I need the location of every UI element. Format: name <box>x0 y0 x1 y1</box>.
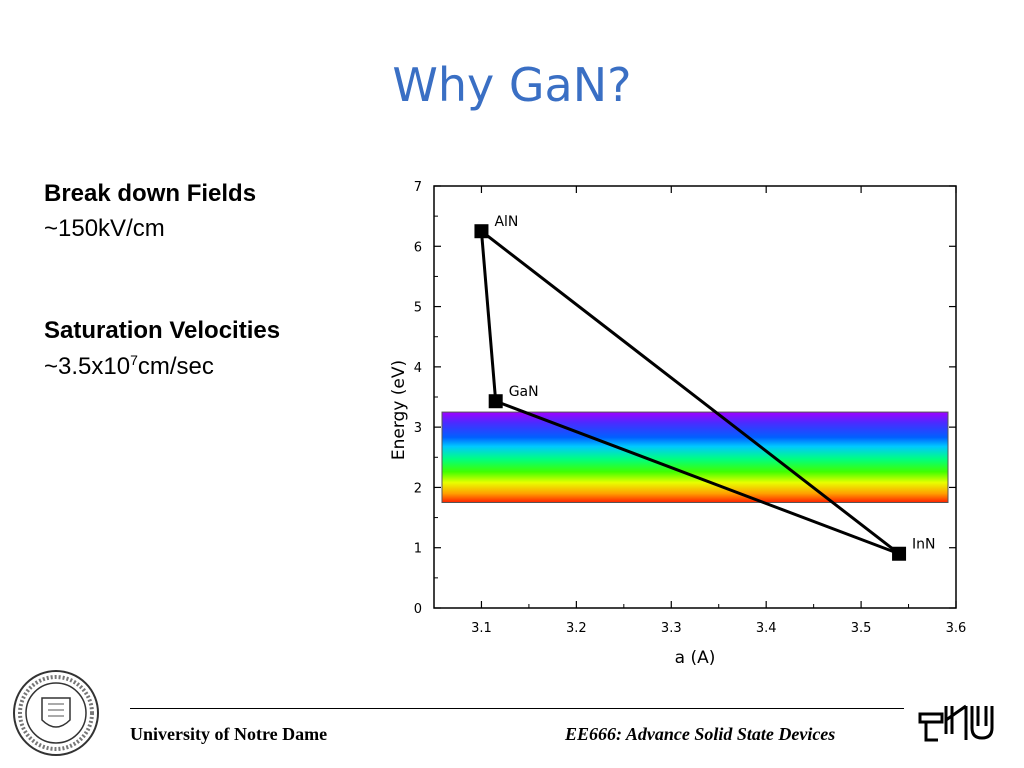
x-tick-label: 3.2 <box>566 621 587 636</box>
axis-tick-labels: 3.1 3.2 3.3 3.4 3.5 3.6 0 1 2 3 4 5 6 7 <box>414 180 967 636</box>
y-tick-label: 6 <box>414 240 422 255</box>
breakdown-field-value: ~150kV/cm <box>44 215 165 242</box>
y-tick-label: 4 <box>414 361 422 376</box>
line-aln-inn <box>480 230 900 555</box>
footer-university: University of Notre Dame <box>130 724 328 744</box>
x-tick-label: 3.4 <box>756 621 777 636</box>
y-tick-label: 2 <box>414 481 422 496</box>
x-tick-label: 3.6 <box>946 621 967 636</box>
x-tick-label: 3.5 <box>851 621 872 636</box>
marker-aln <box>474 224 489 239</box>
university-seal-icon <box>13 670 99 756</box>
saturation-velocity-exponent: 7 <box>130 352 138 368</box>
label-gan: GaN <box>509 384 539 400</box>
y-axis-label: Energy (eV) <box>389 360 409 460</box>
breakdown-field-heading: Break down Fields <box>44 180 257 207</box>
bandgap-chart: 3.1 3.2 3.3 3.4 3.5 3.6 0 1 2 3 4 5 6 7 AlN GaN InN a (… <box>389 180 967 668</box>
footer-divider <box>130 708 904 709</box>
y-tick-label: 7 <box>414 180 422 195</box>
y-tick-label: 1 <box>414 542 422 557</box>
axis-ticks <box>434 185 957 609</box>
department-logo-icon <box>918 704 994 742</box>
marker-inn <box>892 546 907 561</box>
x-axis-label: a (A) <box>675 648 716 668</box>
x-tick-label: 3.3 <box>661 621 682 636</box>
data-points <box>474 224 907 561</box>
y-tick-label: 0 <box>414 602 422 617</box>
x-tick-label: 3.1 <box>471 621 492 636</box>
label-inn: InN <box>912 537 935 553</box>
footer-course: EE666: Advance Solid State Devices <box>565 724 836 744</box>
y-tick-label: 3 <box>414 421 422 436</box>
alloy-lines <box>479 230 900 556</box>
visible-spectrum-band <box>441 411 949 504</box>
line-gan-inn <box>495 399 900 556</box>
slide-title: Why GaN? <box>392 58 632 112</box>
y-tick-label: 5 <box>414 301 422 316</box>
saturation-velocity-base: ~3.5x10 <box>44 353 131 380</box>
saturation-velocity-value: ~3.5x107cm/sec <box>44 352 214 381</box>
saturation-velocity-unit: cm/sec <box>137 353 214 380</box>
line-aln-gan <box>479 231 498 402</box>
saturation-velocity-heading: Saturation Velocities <box>44 317 281 344</box>
label-aln: AlN <box>494 214 518 230</box>
marker-gan <box>488 394 503 409</box>
point-labels: AlN GaN InN <box>494 214 935 553</box>
